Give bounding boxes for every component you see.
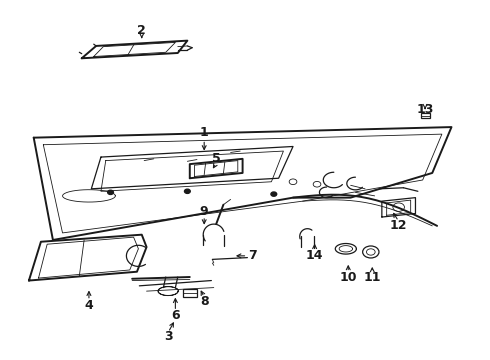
Text: 4: 4 bbox=[85, 299, 93, 312]
Text: 3: 3 bbox=[164, 330, 172, 343]
Text: 14: 14 bbox=[306, 249, 323, 262]
Text: 6: 6 bbox=[171, 309, 180, 322]
Circle shape bbox=[108, 190, 113, 194]
Text: 13: 13 bbox=[416, 103, 434, 116]
Circle shape bbox=[185, 189, 190, 193]
Bar bbox=[183, 289, 197, 297]
Text: 2: 2 bbox=[137, 23, 146, 37]
Text: 11: 11 bbox=[364, 270, 381, 284]
Text: 7: 7 bbox=[248, 249, 257, 262]
Text: 8: 8 bbox=[200, 295, 209, 308]
Text: 5: 5 bbox=[212, 152, 220, 165]
Text: 9: 9 bbox=[200, 205, 209, 218]
Text: 10: 10 bbox=[340, 270, 357, 284]
Bar bbox=[421, 113, 430, 118]
Text: 12: 12 bbox=[390, 219, 407, 232]
Text: 1: 1 bbox=[200, 126, 209, 139]
Circle shape bbox=[271, 192, 277, 196]
